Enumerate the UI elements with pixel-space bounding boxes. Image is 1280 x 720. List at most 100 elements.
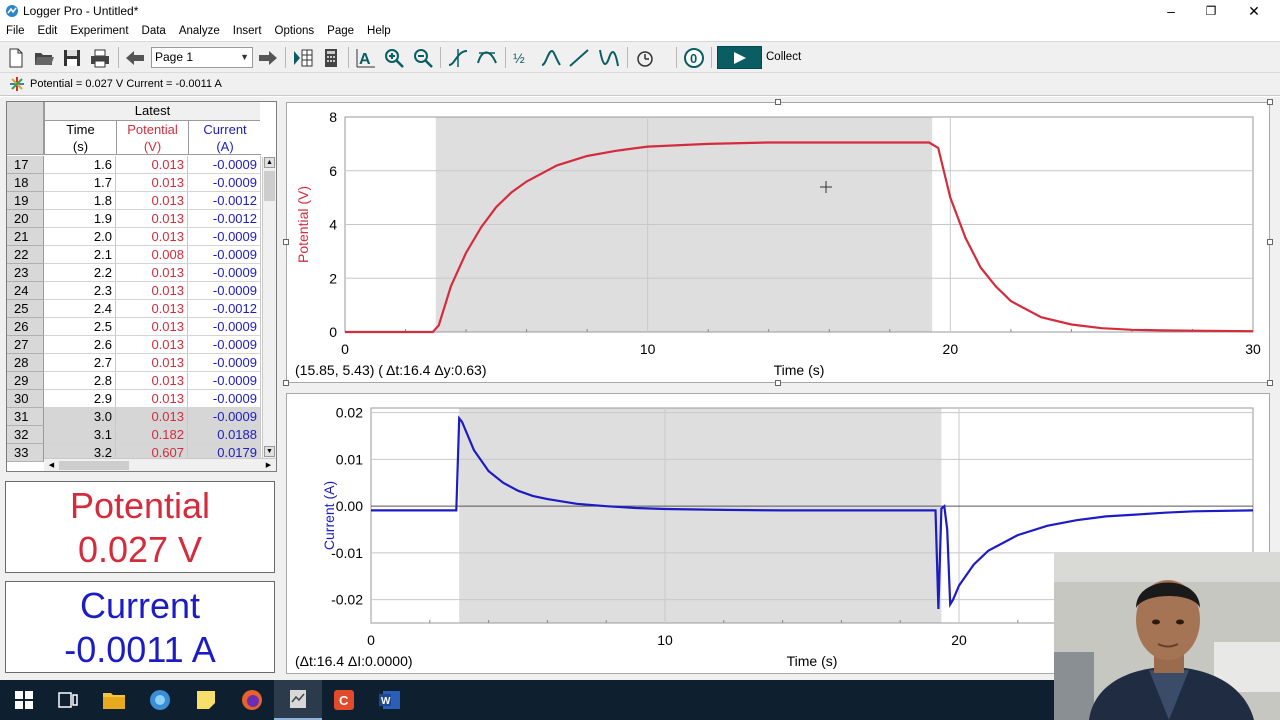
table-cell[interactable]: 0.0188 (188, 426, 261, 444)
resize-handle[interactable] (1267, 99, 1273, 105)
zero-sensor-icon[interactable]: 0 (681, 45, 707, 70)
firefox-icon[interactable] (228, 680, 276, 720)
table-cell[interactable]: 2.7 (44, 354, 116, 372)
collect-label[interactable]: Collect (766, 51, 802, 63)
table-row[interactable]: 22 2.1 0.008 -0.0009 (7, 246, 261, 264)
table-cell[interactable]: 3.0 (44, 408, 116, 426)
curve-fit-icon[interactable] (596, 45, 622, 70)
table-cell[interactable]: 0.013 (116, 354, 188, 372)
table-row[interactable]: 21 2.0 0.013 -0.0009 (7, 228, 261, 246)
table-cell[interactable]: 2.1 (44, 246, 116, 264)
zoom-out-icon[interactable] (410, 45, 436, 70)
row-number[interactable]: 30 (7, 390, 44, 408)
row-number[interactable]: 17 (7, 156, 44, 174)
zoom-in-icon[interactable] (381, 45, 407, 70)
table-cell[interactable]: 1.8 (44, 192, 116, 210)
autoscale-icon[interactable]: A (353, 45, 379, 70)
table-cell[interactable]: 0.008 (116, 246, 188, 264)
table-row[interactable]: 20 1.9 0.013 -0.0012 (7, 210, 261, 228)
table-cell[interactable]: -0.0009 (188, 264, 261, 282)
resize-handle[interactable] (775, 380, 781, 386)
row-number[interactable]: 33 (7, 444, 44, 462)
table-cell[interactable]: 0.013 (116, 210, 188, 228)
table-cell[interactable]: 0.013 (116, 336, 188, 354)
table-cell[interactable]: -0.0009 (188, 282, 261, 300)
word-icon[interactable]: W (366, 680, 414, 720)
table-cell[interactable]: 0.013 (116, 390, 188, 408)
scroll-left-icon[interactable]: ◀ (48, 462, 55, 469)
table-cell[interactable]: 0.013 (116, 264, 188, 282)
forward-arrow-icon[interactable] (255, 45, 281, 70)
file-explorer-icon[interactable] (90, 680, 138, 720)
scroll-right-icon[interactable]: ▶ (265, 462, 272, 469)
table-cell[interactable]: -0.0009 (188, 336, 261, 354)
logger-pro-taskbar-icon[interactable] (274, 680, 322, 720)
collect-button[interactable] (717, 46, 762, 69)
table-row[interactable]: 23 2.2 0.013 -0.0009 (7, 264, 261, 282)
table-row[interactable]: 19 1.8 0.013 -0.0012 (7, 192, 261, 210)
column-header-potential[interactable]: Potential (V) (116, 121, 188, 155)
current-graph[interactable]: 0 10 20 0.02 0.01 0.00 -0.01 -0.02 Time (s) Curre… (286, 393, 1270, 674)
potential-meter[interactable]: Potential 0.027 V (5, 481, 275, 573)
row-number[interactable]: 22 (7, 246, 44, 264)
table-cell[interactable]: -0.0009 (188, 372, 261, 390)
table-cell[interactable]: 0.0179 (188, 444, 261, 462)
potential-graph[interactable]: 0 10 20 30 0 2 4 6 8 Time (s) Potential (V) (15.85,… (286, 102, 1270, 383)
table-cell[interactable]: 0.013 (116, 174, 188, 192)
table-cell[interactable]: 1.9 (44, 210, 116, 228)
table-row[interactable]: 25 2.4 0.013 -0.0012 (7, 300, 261, 318)
table-cell[interactable]: -0.0009 (188, 156, 261, 174)
row-number[interactable]: 24 (7, 282, 44, 300)
data-table[interactable]: Latest Time (s) Potential (V) Current (A… (6, 101, 277, 472)
resize-handle[interactable] (283, 380, 289, 386)
column-header-current[interactable]: Current (A) (188, 121, 261, 155)
calculator-icon[interactable] (318, 45, 344, 70)
table-cell[interactable]: 0.013 (116, 300, 188, 318)
print-icon[interactable] (87, 45, 113, 70)
row-number[interactable]: 21 (7, 228, 44, 246)
table-cell[interactable]: 0.013 (116, 318, 188, 336)
table-cell[interactable]: -0.0009 (188, 246, 261, 264)
table-cell[interactable]: 0.013 (116, 228, 188, 246)
new-file-icon[interactable] (3, 45, 29, 70)
table-cell[interactable]: 3.1 (44, 426, 116, 444)
menu-page[interactable]: Page (327, 25, 355, 37)
table-cell[interactable]: -0.0012 (188, 210, 261, 228)
table-horizontal-scrollbar[interactable]: ◀ ▶ (44, 458, 276, 471)
menu-experiment[interactable]: Experiment (70, 25, 129, 37)
table-cell[interactable]: -0.0009 (188, 174, 261, 192)
table-cell[interactable]: 1.7 (44, 174, 116, 192)
resize-handle[interactable] (1267, 239, 1273, 245)
table-cell[interactable]: 0.013 (116, 282, 188, 300)
table-cell[interactable]: 2.8 (44, 372, 116, 390)
table-row[interactable]: 18 1.7 0.013 -0.0009 (7, 174, 261, 192)
table-row[interactable]: 32 3.1 0.182 0.0188 (7, 426, 261, 444)
row-number[interactable]: 26 (7, 318, 44, 336)
table-cell[interactable]: 2.6 (44, 336, 116, 354)
table-row[interactable]: 24 2.3 0.013 -0.0009 (7, 282, 261, 300)
table-cell[interactable]: -0.0009 (188, 408, 261, 426)
row-number[interactable]: 23 (7, 264, 44, 282)
table-cell[interactable]: 0.013 (116, 156, 188, 174)
table-cell[interactable]: 0.013 (116, 408, 188, 426)
table-vertical-scrollbar[interactable]: ▲ ▼ (262, 157, 276, 458)
table-row[interactable]: 31 3.0 0.013 -0.0009 (7, 408, 261, 426)
table-cell[interactable]: 1.6 (44, 156, 116, 174)
menu-analyze[interactable]: Analyze (178, 25, 220, 37)
table-icon[interactable] (290, 45, 316, 70)
task-view-icon[interactable] (44, 680, 92, 720)
table-cell[interactable]: -0.0012 (188, 300, 261, 318)
resize-handle[interactable] (775, 99, 781, 105)
tangent-icon[interactable] (474, 45, 500, 70)
statistics-icon[interactable] (538, 45, 564, 70)
open-folder-icon[interactable] (31, 45, 57, 70)
sticky-notes-icon[interactable] (182, 680, 230, 720)
replay-icon[interactable] (632, 45, 658, 70)
row-number[interactable]: 32 (7, 426, 44, 444)
table-cell[interactable]: 3.2 (44, 444, 116, 462)
screen-recorder-icon[interactable]: C (320, 680, 368, 720)
resize-handle[interactable] (1267, 380, 1273, 386)
current-meter[interactable]: Current -0.0011 A (5, 581, 275, 673)
minimize-button[interactable]: – (1167, 3, 1175, 19)
table-cell[interactable]: 0.013 (116, 192, 188, 210)
